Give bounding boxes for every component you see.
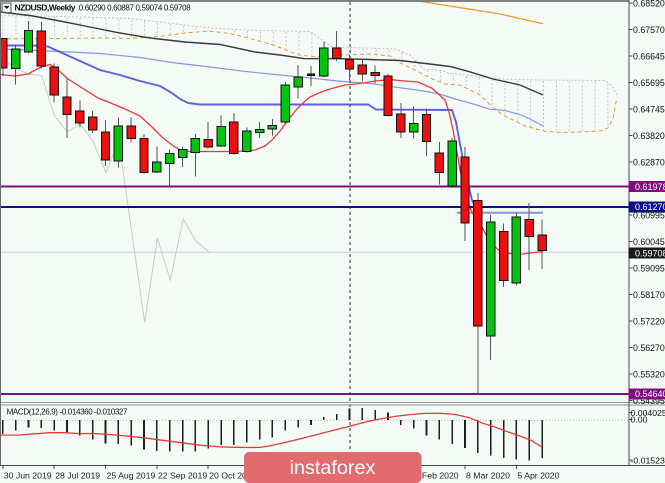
svg-text:0.00: 0.00 [631, 415, 648, 425]
svg-text:0.56270: 0.56270 [633, 343, 665, 353]
svg-text:instaforex: instaforex [290, 457, 376, 479]
svg-text:0.65695: 0.65695 [633, 78, 665, 88]
svg-text:0.57220: 0.57220 [633, 316, 665, 326]
svg-text:0.55320: 0.55320 [633, 369, 665, 379]
svg-text:MACD(12,26,9) -0.014360 -0.010: MACD(12,26,9) -0.014360 -0.010327 [7, 408, 128, 417]
svg-text:0.58170: 0.58170 [633, 290, 665, 300]
svg-text:0.60045: 0.60045 [633, 237, 665, 247]
svg-text:0.67570: 0.67570 [633, 25, 665, 35]
svg-text:25 Aug 2019: 25 Aug 2019 [107, 471, 156, 481]
svg-text:0.66645: 0.66645 [633, 51, 665, 61]
svg-text:0.68520: 0.68520 [633, 0, 665, 8]
svg-text:0.61270: 0.61270 [635, 202, 665, 212]
svg-text:22 Sep 2019: 22 Sep 2019 [158, 471, 207, 481]
svg-text:-0.015235: -0.015235 [631, 455, 665, 465]
svg-text:0.59708: 0.59708 [635, 248, 665, 258]
svg-text:0.004025: 0.004025 [631, 408, 665, 418]
svg-text:9 Feb 2020: 9 Feb 2020 [415, 471, 459, 481]
svg-text:28 Jul 2019: 28 Jul 2019 [55, 471, 100, 481]
svg-text:5 Apr 2020: 5 Apr 2020 [517, 471, 559, 481]
svg-text:0.59095: 0.59095 [633, 263, 665, 273]
svg-text:0.62870: 0.62870 [633, 157, 665, 167]
svg-text:0.61978: 0.61978 [635, 182, 665, 192]
svg-text:8 Mar 2020: 8 Mar 2020 [466, 471, 510, 481]
svg-text:0.54640: 0.54640 [635, 389, 665, 399]
svg-text:0.60290 0.60887 0.59074 0.5970: 0.60290 0.60887 0.59074 0.59708 [79, 4, 191, 13]
svg-text:NZDUSD,Weekly: NZDUSD,Weekly [15, 3, 76, 13]
svg-text:0.54395: 0.54395 [633, 396, 665, 406]
svg-text:0.63820: 0.63820 [633, 131, 665, 141]
svg-text:20 Oct 2019: 20 Oct 2019 [209, 471, 257, 481]
svg-text:0.64745: 0.64745 [633, 104, 665, 114]
svg-text:30 Jun 2019: 30 Jun 2019 [4, 471, 52, 481]
svg-text:0.60995: 0.60995 [633, 210, 665, 220]
